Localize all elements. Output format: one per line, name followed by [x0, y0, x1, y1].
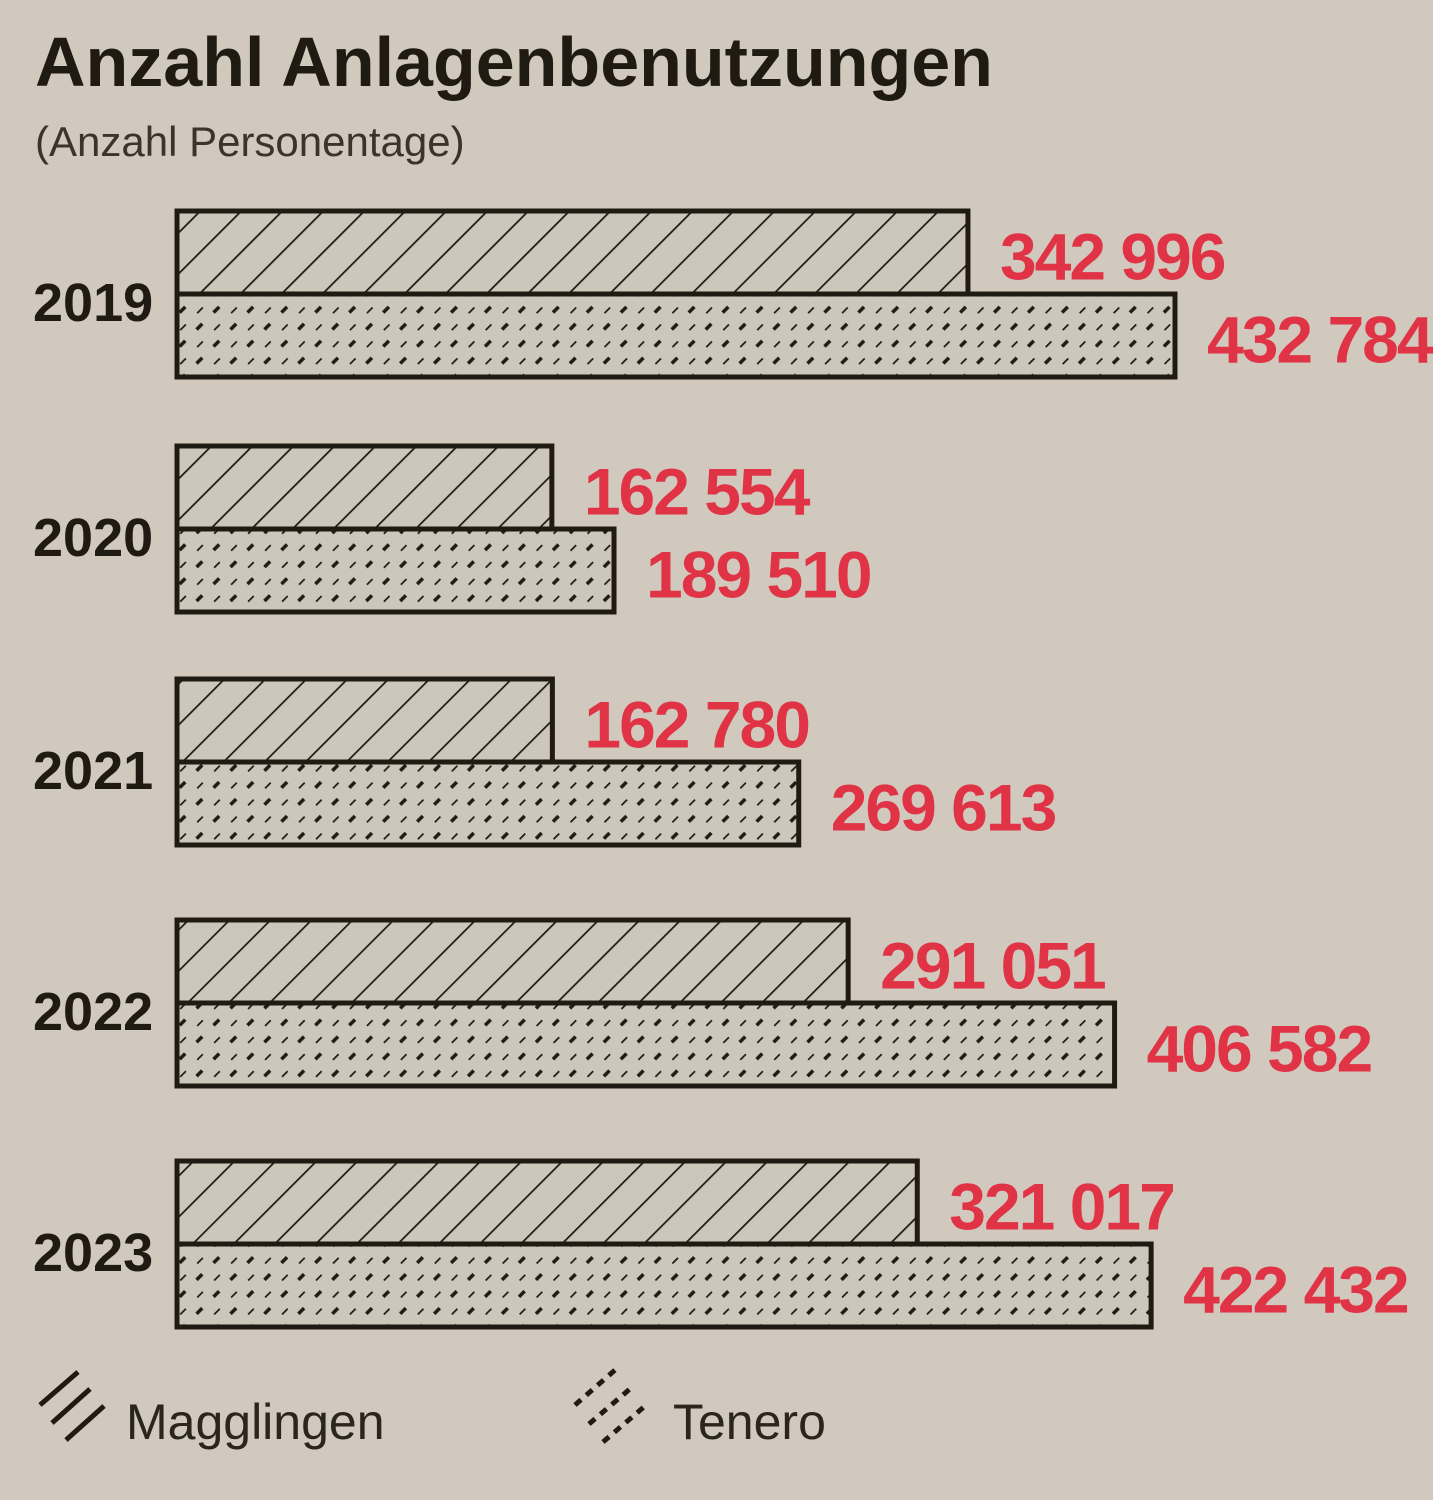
value-label-tenero-2020: 189 510 — [646, 538, 871, 612]
legend-label-magglingen: Magglingen — [126, 1394, 385, 1450]
bar-magglingen-2022 — [174, 917, 851, 1006]
value-label-magglingen-2020: 162 554 — [584, 455, 811, 529]
bar-tenero-2021 — [174, 759, 802, 848]
bar-tenero-2022 — [174, 1000, 1118, 1089]
legend-swatch-magglingen-icon — [38, 1370, 106, 1442]
bar-magglingen-2019 — [174, 208, 971, 297]
bar-tenero-2023 — [174, 1241, 1154, 1330]
bar-tenero-2019 — [174, 291, 1178, 380]
legend-swatch-tenero-icon — [573, 1368, 647, 1444]
value-label-magglingen-2019: 342 996 — [1000, 220, 1225, 294]
value-label-magglingen-2022: 291 051 — [880, 929, 1105, 1003]
year-label-2021: 2021 — [33, 741, 153, 801]
year-label-2023: 2023 — [33, 1223, 153, 1283]
value-label-magglingen-2023: 321 017 — [949, 1170, 1174, 1244]
bar-tenero-2020 — [174, 526, 617, 615]
value-label-tenero-2019: 432 784 — [1207, 303, 1433, 377]
year-label-2020: 2020 — [33, 508, 153, 568]
chart-subtitle: (Anzahl Personentage) — [35, 118, 465, 165]
value-label-tenero-2021: 269 613 — [831, 771, 1056, 845]
year-label-2019: 2019 — [33, 273, 153, 333]
bar-magglingen-2023 — [174, 1158, 920, 1247]
year-label-2022: 2022 — [33, 982, 153, 1042]
bar-magglingen-2020 — [174, 443, 555, 532]
value-label-magglingen-2021: 162 780 — [584, 688, 809, 762]
value-label-tenero-2023: 422 432 — [1183, 1253, 1408, 1327]
value-label-tenero-2022: 406 582 — [1147, 1012, 1372, 1086]
chart-title: Anzahl Anlagenbenutzungen — [35, 23, 993, 101]
bar-magglingen-2021 — [174, 676, 555, 765]
legend-label-tenero: Tenero — [673, 1394, 826, 1450]
